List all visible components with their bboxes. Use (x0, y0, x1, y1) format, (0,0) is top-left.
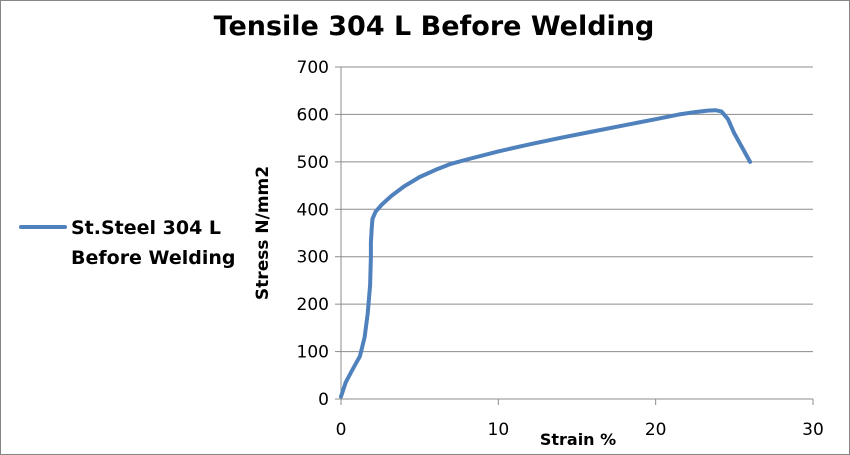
axes (335, 66, 814, 405)
grid-lines (341, 66, 813, 353)
legend-series-swatch (19, 225, 67, 229)
series-line (339, 108, 753, 399)
y-tick-label: 500 (297, 153, 329, 173)
y-tick-label: 100 (297, 343, 329, 363)
x-axis-label: Strain % (540, 430, 616, 449)
legend-series-label: St.Steel 304 L Before Welding (71, 217, 236, 269)
y-tick-label: 700 (297, 58, 329, 78)
y-axis-label: Stress N/mm2 (253, 166, 273, 300)
y-tick-label: 400 (297, 200, 329, 220)
y-tick-label: 0 (318, 390, 329, 410)
series-layer (339, 108, 753, 399)
y-tick-label: 600 (297, 105, 329, 125)
y-tick-label: 300 (297, 248, 329, 268)
x-tick-label: 20 (645, 420, 667, 440)
chart-title: Tensile 304 L Before Welding (213, 11, 655, 42)
x-tick-label: 30 (802, 420, 824, 440)
tick-labels: 0 100 200 300 400 500 600 700 0 10 20 30 (297, 58, 824, 440)
y-tick-label: 200 (297, 295, 329, 315)
x-tick-label: 0 (336, 420, 347, 440)
x-tick-label: 10 (488, 420, 510, 440)
